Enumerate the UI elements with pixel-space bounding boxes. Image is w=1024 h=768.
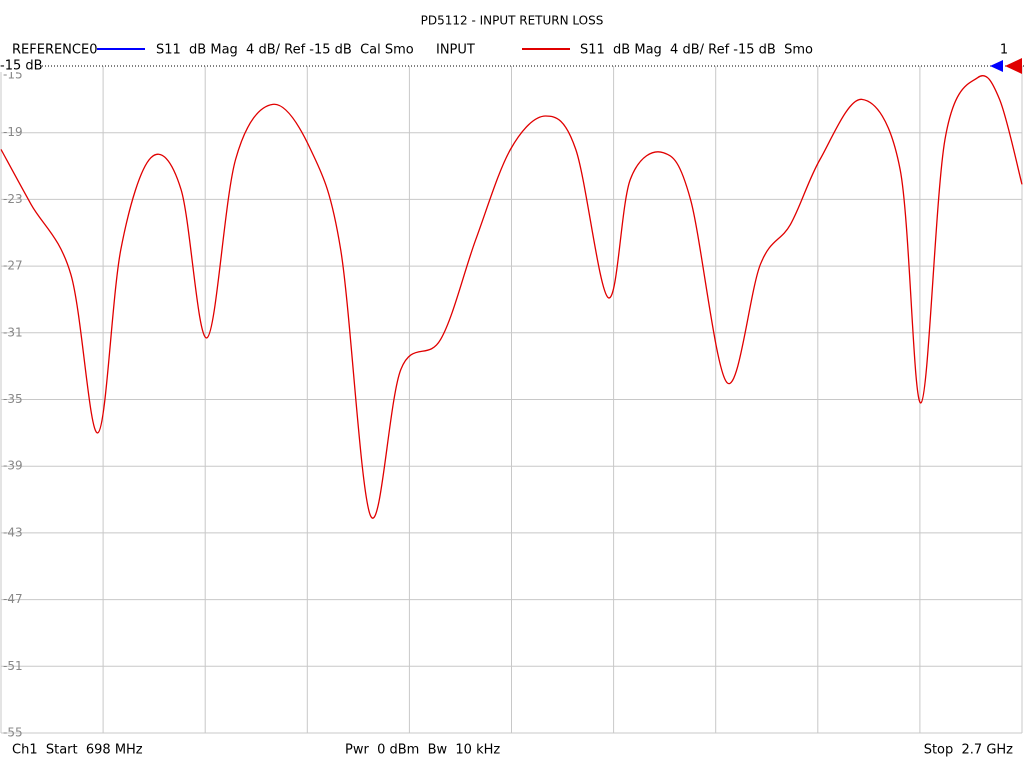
y-tick-label: -23 [3, 192, 23, 206]
reference-marker [990, 60, 1003, 72]
legend-name: REFERENCE0 [12, 43, 97, 58]
legend-description: S11 dB Mag 4 dB/ Ref -15 dB Cal Smo [156, 43, 414, 58]
y-tick-label: -47 [3, 592, 23, 606]
reference-label: -15 dB [0, 59, 43, 74]
y-tick-label: -35 [3, 392, 23, 406]
footer-power: Pwr 0 dBm Bw 10 kHz [345, 743, 500, 758]
y-tick-label: -27 [3, 259, 23, 273]
legend-description: S11 dB Mag 4 dB/ Ref -15 dB Smo [580, 43, 813, 58]
legend-name: INPUT [436, 43, 475, 58]
y-tick-label: -43 [3, 525, 23, 539]
y-tick-label: -55 [3, 726, 23, 740]
trace [0, 75, 1023, 519]
reference-marker [1005, 58, 1022, 74]
y-tick-label: -51 [3, 659, 23, 673]
reference-label-bg [0, 59, 42, 72]
footer-stop: Stop 2.7 GHz [924, 743, 1013, 758]
marker-label: 1 [1000, 43, 1008, 58]
y-tick-label: -39 [3, 459, 23, 473]
y-tick-label: -19 [3, 125, 23, 139]
chart-title: PD5112 - INPUT RETURN LOSS [421, 14, 604, 28]
y-tick-label: -31 [3, 325, 23, 339]
footer-start: Ch1 Start 698 MHz [12, 743, 143, 758]
